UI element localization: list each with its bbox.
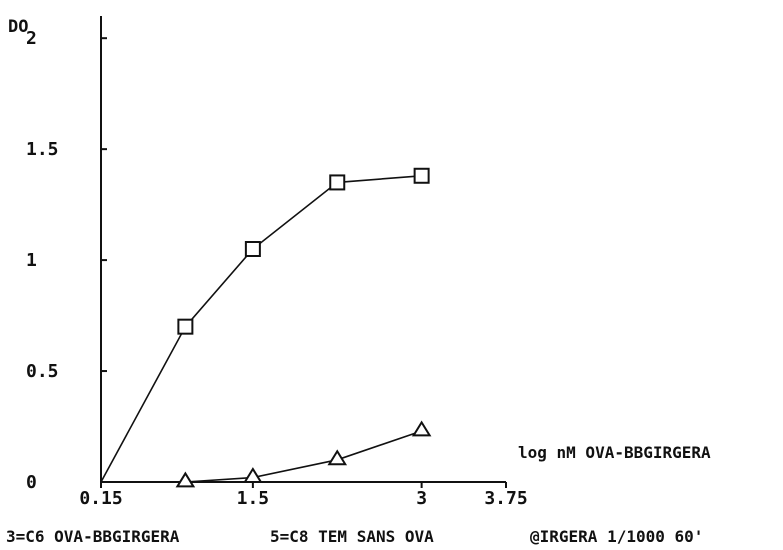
y-axis-label: DO — [8, 17, 28, 37]
ticks: 0 0.5 1 1.5 2 0.15 1.5 3 3.75 — [26, 28, 528, 509]
series-1-point — [329, 174, 346, 191]
series-1-point — [413, 167, 430, 184]
footer-legend-series-5: 5=C8 TEM SANS OVA — [270, 527, 434, 546]
series-1-point — [177, 318, 194, 335]
axes — [100, 16, 506, 483]
x-tick-label: 0.15 — [79, 488, 122, 509]
series-2-line — [185, 430, 422, 483]
x-tick-label: 3 — [416, 488, 427, 509]
series-1-point — [244, 241, 261, 257]
y-tick-label: 0.5 — [26, 361, 59, 382]
y-tick-label: 1 — [26, 250, 37, 271]
series-2-point — [327, 449, 348, 466]
x-axis-label: log nM OVA-BBGIRGERA — [518, 443, 711, 462]
series-2-point — [175, 471, 196, 488]
y-tick-label: 2 — [26, 28, 37, 49]
y-tick-label: 0 — [26, 472, 37, 493]
series-2-point — [243, 467, 263, 483]
x-tick-label: 3.75 — [484, 488, 527, 509]
footer-note: @IRGERA 1/1000 60' — [530, 527, 703, 546]
footer-legend-series-3: 3=C6 OVA-BBGIRGERA — [6, 527, 180, 546]
series-1-line — [100, 174, 422, 483]
y-tick-label: 1.5 — [26, 139, 59, 160]
x-tick-label: 1.5 — [237, 488, 270, 509]
series-layer — [100, 167, 432, 488]
series-2-point — [411, 420, 432, 437]
